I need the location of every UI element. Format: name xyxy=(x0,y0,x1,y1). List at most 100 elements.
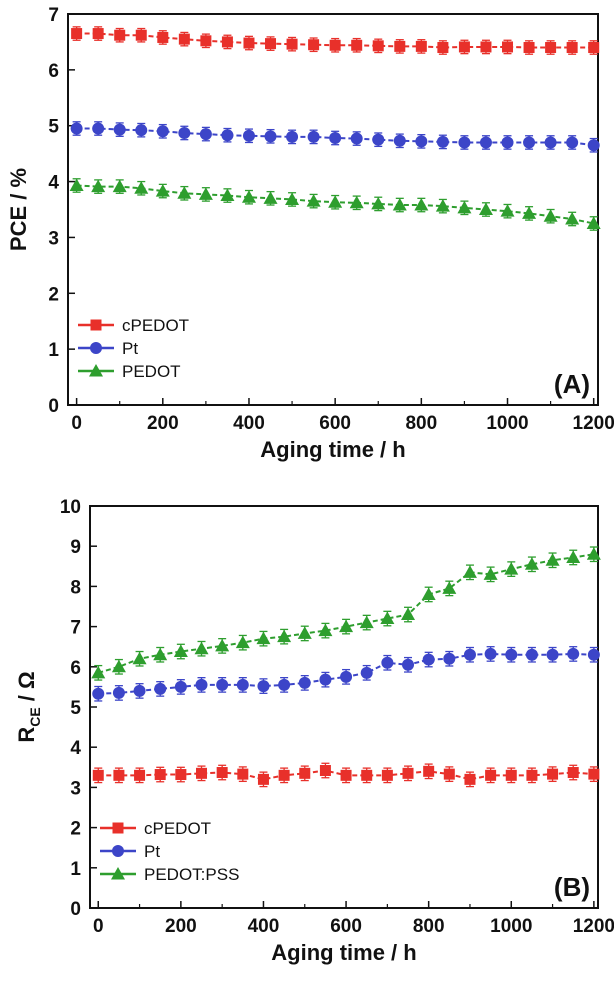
data-point xyxy=(285,192,300,205)
y-tick-label: 5 xyxy=(70,698,81,719)
data-point xyxy=(436,135,449,148)
data-point xyxy=(154,769,166,781)
data-point xyxy=(500,204,515,217)
data-point xyxy=(586,216,601,229)
data-point xyxy=(566,42,578,54)
data-point xyxy=(113,769,125,781)
data-point xyxy=(478,202,493,215)
y-axis-title-main: R xyxy=(14,727,39,743)
y-tick-label: 4 xyxy=(48,173,59,194)
data-point xyxy=(402,658,415,671)
data-point xyxy=(566,136,579,149)
data-point xyxy=(401,607,416,621)
data-point xyxy=(215,638,230,652)
series-pt xyxy=(70,121,600,153)
data-point xyxy=(415,40,427,52)
y-tick-label: 6 xyxy=(70,658,81,679)
data-point xyxy=(526,769,538,781)
x-tick-label: 1000 xyxy=(486,413,528,434)
x-tick-label: 200 xyxy=(165,916,197,937)
data-point xyxy=(361,769,373,781)
y-tick-label: 5 xyxy=(48,117,59,138)
data-point xyxy=(359,615,374,629)
data-point xyxy=(588,768,600,780)
y-tick-label: 4 xyxy=(70,738,81,759)
data-point xyxy=(134,181,149,194)
data-point xyxy=(265,38,277,50)
data-point xyxy=(132,651,147,665)
data-point xyxy=(298,676,311,689)
data-point xyxy=(545,553,560,566)
data-point xyxy=(221,36,233,48)
y-axis-title: PCE / % xyxy=(6,168,31,251)
data-point xyxy=(328,195,343,208)
data-point xyxy=(307,130,320,143)
data-point xyxy=(458,41,470,53)
data-point xyxy=(319,673,332,686)
data-point xyxy=(257,680,270,693)
data-point xyxy=(92,769,104,781)
data-point xyxy=(177,186,192,199)
y-tick-label: 8 xyxy=(70,577,81,598)
series-pt xyxy=(92,646,600,702)
x-tick-label: 200 xyxy=(147,413,179,434)
data-point xyxy=(242,129,255,142)
y-axis-title-unit: / Ω xyxy=(14,671,39,707)
y-tick-label: 7 xyxy=(48,5,59,26)
data-point xyxy=(114,29,126,41)
data-point xyxy=(133,684,146,697)
data-point xyxy=(195,678,208,691)
data-point xyxy=(135,29,147,41)
plot-frame xyxy=(89,505,599,909)
x-tick-label: 1000 xyxy=(490,916,532,937)
data-point xyxy=(423,765,435,777)
legend-label: PEDOT xyxy=(122,362,181,381)
data-point xyxy=(236,678,249,691)
data-point xyxy=(112,179,127,193)
data-point xyxy=(70,122,83,135)
data-point xyxy=(588,42,600,54)
data-point xyxy=(524,557,539,570)
data-point xyxy=(340,769,352,781)
data-point xyxy=(483,567,498,580)
data-point xyxy=(504,562,519,575)
data-point xyxy=(393,134,406,147)
data-point xyxy=(173,644,188,658)
series-cpedot xyxy=(92,762,600,788)
chart-panel-a: 0 200 400 600 800 1000 1200 0 1 2 3 4 5 6 7 Aging time … xyxy=(6,5,614,462)
y-tick-label: 2 xyxy=(48,284,59,305)
y-tick-label: 0 xyxy=(70,899,81,920)
data-point xyxy=(349,195,364,209)
y-tick-label: 1 xyxy=(70,859,81,880)
data-point xyxy=(154,682,167,695)
legend-marker xyxy=(90,319,102,331)
data-point xyxy=(543,209,558,222)
data-point xyxy=(318,623,333,637)
data-point xyxy=(462,565,477,578)
data-point xyxy=(299,767,311,779)
data-point xyxy=(198,187,213,200)
panel-label: (A) xyxy=(554,369,590,399)
data-point xyxy=(278,678,291,691)
data-point xyxy=(278,769,290,781)
y-tick-label: 3 xyxy=(70,778,81,799)
data-point xyxy=(329,132,342,145)
data-point xyxy=(113,123,126,136)
data-point xyxy=(443,768,455,780)
data-point xyxy=(178,33,190,45)
data-point xyxy=(567,767,579,779)
data-point xyxy=(394,40,406,52)
x-tick-label: 1200 xyxy=(573,916,614,937)
data-point xyxy=(71,28,83,40)
legend-marker xyxy=(111,867,125,880)
data-point xyxy=(92,687,105,700)
data-point xyxy=(457,200,472,214)
data-point xyxy=(156,125,169,138)
data-point xyxy=(196,767,208,779)
data-point xyxy=(134,769,146,781)
data-point xyxy=(194,641,209,655)
data-point xyxy=(437,42,449,54)
data-point xyxy=(257,773,269,785)
x-tick-label: 0 xyxy=(71,413,82,434)
data-point xyxy=(587,648,600,661)
